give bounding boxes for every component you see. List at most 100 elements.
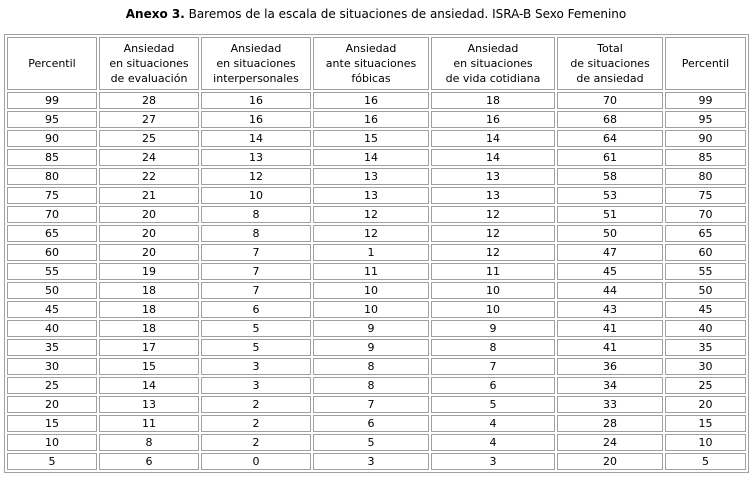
table-body: 99 28 16 16 18 70 99 95 27 16 16 16 68 95 90 25 14 15 14 64…	[7, 92, 746, 470]
column-header: Percentil	[7, 37, 97, 90]
table-cell: 65	[665, 225, 746, 242]
table-cell: 14	[201, 130, 311, 147]
table-cell: 10	[7, 434, 97, 451]
table-cell: 8	[313, 377, 429, 394]
table-cell: 6	[99, 453, 199, 470]
column-header: Ansiedad en situaciones de vida cotidian…	[431, 37, 555, 90]
table-cell: 40	[7, 320, 97, 337]
table-row: 20 13 2 7 5 33 20	[7, 396, 746, 413]
table-row: 15 11 2 6 4 28 15	[7, 415, 746, 432]
table-cell: 8	[313, 358, 429, 375]
table-cell: 99	[665, 92, 746, 109]
table-cell: 5	[7, 453, 97, 470]
table-row: 90 25 14 15 14 64 90	[7, 130, 746, 147]
table-cell: 14	[99, 377, 199, 394]
table-row: 65 20 8 12 12 50 65	[7, 225, 746, 242]
table-cell: 50	[557, 225, 663, 242]
table-cell: 14	[313, 149, 429, 166]
table-cell: 7	[431, 358, 555, 375]
table-cell: 35	[7, 339, 97, 356]
table-cell: 5	[665, 453, 746, 470]
table-cell: 13	[313, 168, 429, 185]
table-cell: 20	[7, 396, 97, 413]
table-cell: 12	[431, 206, 555, 223]
table-cell: 95	[7, 111, 97, 128]
column-header: Ansiedad en situaciones de evaluación	[99, 37, 199, 90]
table-cell: 8	[431, 339, 555, 356]
table-cell: 3	[201, 377, 311, 394]
table-cell: 16	[313, 111, 429, 128]
table-cell: 18	[99, 320, 199, 337]
table-cell: 65	[7, 225, 97, 242]
table-cell: 24	[99, 149, 199, 166]
table-cell: 13	[99, 396, 199, 413]
table-row: 45 18 6 10 10 43 45	[7, 301, 746, 318]
table-cell: 11	[313, 263, 429, 280]
table-cell: 27	[99, 111, 199, 128]
table-cell: 51	[557, 206, 663, 223]
table-cell: 95	[665, 111, 746, 128]
table-cell: 4	[431, 434, 555, 451]
column-header: Total de situaciones de ansiedad	[557, 37, 663, 90]
table-cell: 16	[313, 92, 429, 109]
table-cell: 3	[201, 358, 311, 375]
table-cell: 24	[557, 434, 663, 451]
table-cell: 25	[7, 377, 97, 394]
table-cell: 9	[313, 320, 429, 337]
table-cell: 75	[665, 187, 746, 204]
table-cell: 6	[431, 377, 555, 394]
table-cell: 12	[313, 206, 429, 223]
table-cell: 43	[557, 301, 663, 318]
table-cell: 10	[431, 301, 555, 318]
table-cell: 9	[431, 320, 555, 337]
table-cell: 53	[557, 187, 663, 204]
table-cell: 80	[665, 168, 746, 185]
table-cell: 33	[557, 396, 663, 413]
table-caption: Anexo 3. Baremos de la escala de situaci…	[0, 0, 752, 21]
table-row: 25 14 3 8 6 34 25	[7, 377, 746, 394]
table-cell: 15	[99, 358, 199, 375]
table-cell: 14	[431, 149, 555, 166]
caption-title-text: Baremos de la escala de situaciones de a…	[184, 7, 627, 21]
table-cell: 20	[557, 453, 663, 470]
table-cell: 7	[201, 282, 311, 299]
table-row: 5 6 0 3 3 20 5	[7, 453, 746, 470]
table-cell: 60	[665, 244, 746, 261]
table-cell: 6	[201, 301, 311, 318]
table-cell: 30	[665, 358, 746, 375]
table-cell: 6	[313, 415, 429, 432]
table-cell: 13	[431, 168, 555, 185]
table-cell: 16	[201, 92, 311, 109]
table-cell: 22	[99, 168, 199, 185]
table-cell: 30	[7, 358, 97, 375]
table-cell: 17	[99, 339, 199, 356]
table-cell: 15	[313, 130, 429, 147]
table-row: 40 18 5 9 9 41 40	[7, 320, 746, 337]
table-cell: 25	[665, 377, 746, 394]
table-cell: 16	[431, 111, 555, 128]
table-cell: 75	[7, 187, 97, 204]
table-row: 85 24 13 14 14 61 85	[7, 149, 746, 166]
table-cell: 11	[99, 415, 199, 432]
baremos-table: Percentil Ansiedad en situaciones de eval…	[4, 34, 749, 473]
table-cell: 28	[99, 92, 199, 109]
table-cell: 64	[557, 130, 663, 147]
table-cell: 55	[7, 263, 97, 280]
table-cell: 21	[99, 187, 199, 204]
table-cell: 4	[431, 415, 555, 432]
table-cell: 90	[7, 130, 97, 147]
table-cell: 10	[313, 282, 429, 299]
table-row: 60 20 7 1 12 47 60	[7, 244, 746, 261]
table-cell: 45	[7, 301, 97, 318]
table-cell: 50	[7, 282, 97, 299]
table-row: 70 20 8 12 12 51 70	[7, 206, 746, 223]
table-row: 99 28 16 16 18 70 99	[7, 92, 746, 109]
table-cell: 3	[313, 453, 429, 470]
table-cell: 0	[201, 453, 311, 470]
table-cell: 12	[201, 168, 311, 185]
table-cell: 60	[7, 244, 97, 261]
table-cell: 10	[201, 187, 311, 204]
table-cell: 2	[201, 396, 311, 413]
table-cell: 41	[557, 320, 663, 337]
